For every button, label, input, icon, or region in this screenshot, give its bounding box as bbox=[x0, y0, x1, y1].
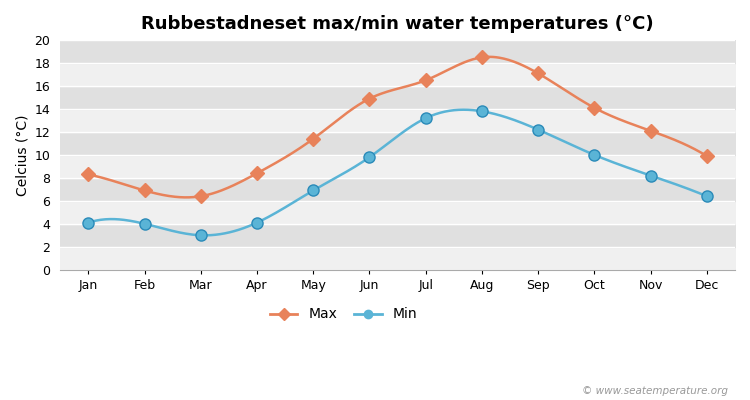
Text: © www.seatemperature.org: © www.seatemperature.org bbox=[581, 386, 728, 396]
Y-axis label: Celcius (°C): Celcius (°C) bbox=[15, 114, 29, 196]
Legend: Max, Min: Max, Min bbox=[264, 302, 423, 327]
Title: Rubbestadneset max/min water temperatures (°C): Rubbestadneset max/min water temperature… bbox=[141, 15, 654, 33]
